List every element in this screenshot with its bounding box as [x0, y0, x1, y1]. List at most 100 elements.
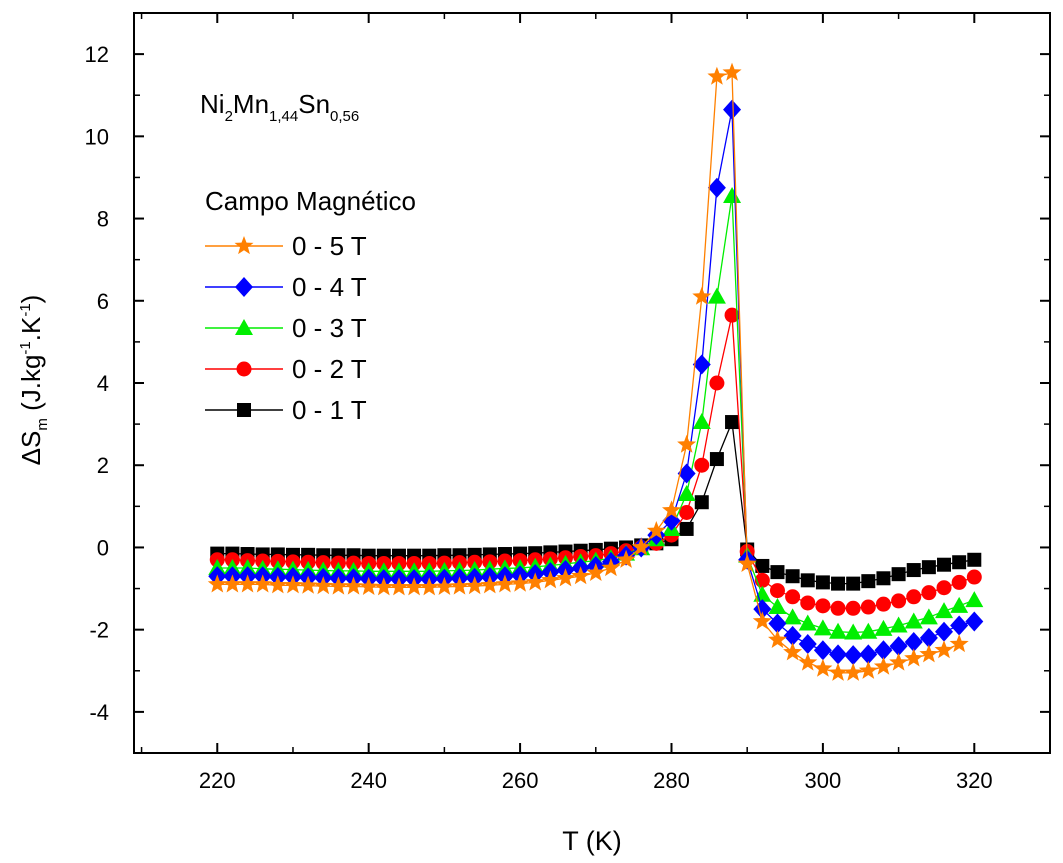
data-point: [694, 495, 709, 510]
data-point: [936, 580, 952, 596]
data-point: [815, 598, 831, 614]
legend-item: 0 - 5 T: [205, 231, 367, 261]
data-point: [556, 568, 575, 587]
data-point: [904, 632, 923, 652]
data-point: [876, 571, 891, 586]
x-tick-label: 240: [350, 768, 387, 793]
data-point: [891, 567, 906, 582]
y-tick-label: 12: [85, 42, 109, 67]
data-point: [344, 576, 363, 595]
legend-item: 0 - 2 T: [205, 354, 367, 384]
composition-label: Ni2Mn1,44Sn0,56: [200, 89, 359, 125]
legend-marker: [235, 319, 253, 335]
data-point: [313, 576, 333, 595]
data-point: [404, 577, 424, 596]
data-point: [707, 177, 726, 198]
data-point: [949, 634, 969, 653]
data-point: [679, 505, 695, 520]
x-tick-label: 280: [653, 768, 690, 793]
data-point: [783, 625, 802, 646]
data-point: [967, 552, 982, 567]
legend-label: 0 - 3 T: [292, 313, 367, 343]
data-point: [692, 413, 711, 430]
legend-marker: [234, 236, 254, 255]
data-point: [434, 576, 454, 595]
data-point: [238, 574, 258, 593]
data-point: [873, 656, 893, 675]
data-point: [859, 622, 878, 639]
data-point: [861, 574, 876, 589]
data-point: [934, 640, 954, 659]
data-point: [906, 589, 922, 605]
axis-ticks: 220 240 260 280 300 320 -4 -2 0 2 4 6 8 10 12: [85, 12, 1051, 793]
data-point: [480, 575, 500, 594]
data-point: [813, 619, 832, 636]
x-tick-label: 220: [199, 768, 236, 793]
data-point: [465, 576, 485, 595]
data-point: [783, 642, 803, 661]
data-point: [752, 611, 772, 630]
legend-marker: [236, 361, 252, 377]
data-point: [800, 595, 816, 611]
data-point: [359, 576, 379, 595]
data-point: [495, 574, 515, 593]
data-point: [919, 627, 938, 648]
data-point: [677, 463, 696, 484]
data-point: [525, 572, 545, 591]
legend-item: 0 - 1 T: [205, 395, 367, 425]
data-point: [707, 287, 726, 304]
data-point: [722, 62, 742, 81]
data-point: [646, 521, 666, 540]
series-star: [207, 62, 969, 681]
data-point: [919, 644, 939, 663]
x-tick-label: 300: [805, 768, 842, 793]
data-point: [207, 574, 227, 593]
data-point: [725, 415, 740, 430]
y-tick-label: 10: [85, 124, 109, 149]
data-point: [844, 645, 863, 666]
data-point: [723, 186, 742, 203]
data-point: [677, 485, 696, 501]
y-tick-label: 2: [97, 453, 109, 478]
legend-label: 0 - 1 T: [292, 395, 367, 425]
data-point: [374, 577, 394, 596]
data-point: [785, 589, 801, 605]
data-point: [692, 286, 712, 305]
data-point: [831, 576, 846, 591]
y-tick-label: -4: [89, 700, 109, 725]
data-point: [298, 575, 318, 594]
legend-item: 0 - 3 T: [205, 313, 367, 343]
data-point: [935, 602, 954, 619]
data-point: [768, 598, 787, 615]
legend-marker: [237, 403, 251, 417]
data-point: [616, 549, 636, 568]
data-point: [631, 537, 651, 556]
data-point: [919, 608, 938, 625]
data-point: [950, 615, 969, 636]
data-point: [662, 500, 681, 519]
data-point: [904, 648, 924, 667]
data-point: [889, 616, 908, 633]
data-point: [679, 521, 694, 536]
data-point: [937, 557, 952, 572]
data-point: [540, 570, 560, 589]
data-point: [798, 634, 817, 655]
data-point: [815, 575, 830, 590]
data-point: [723, 99, 742, 120]
data-point: [921, 585, 937, 601]
data-point: [921, 560, 936, 575]
x-tick-label: 320: [956, 768, 993, 793]
data-point: [843, 662, 863, 681]
data-point: [951, 574, 967, 590]
data-point: [328, 576, 348, 595]
data-point: [510, 573, 530, 592]
legend-label: 0 - 2 T: [292, 354, 367, 384]
legend-label: 0 - 4 T: [292, 272, 367, 302]
data-point: [844, 623, 863, 640]
data-point: [828, 662, 848, 681]
data-point: [889, 652, 909, 671]
data-point: [846, 576, 861, 591]
data-point: [875, 596, 891, 612]
y-tick-label: 0: [97, 535, 109, 560]
